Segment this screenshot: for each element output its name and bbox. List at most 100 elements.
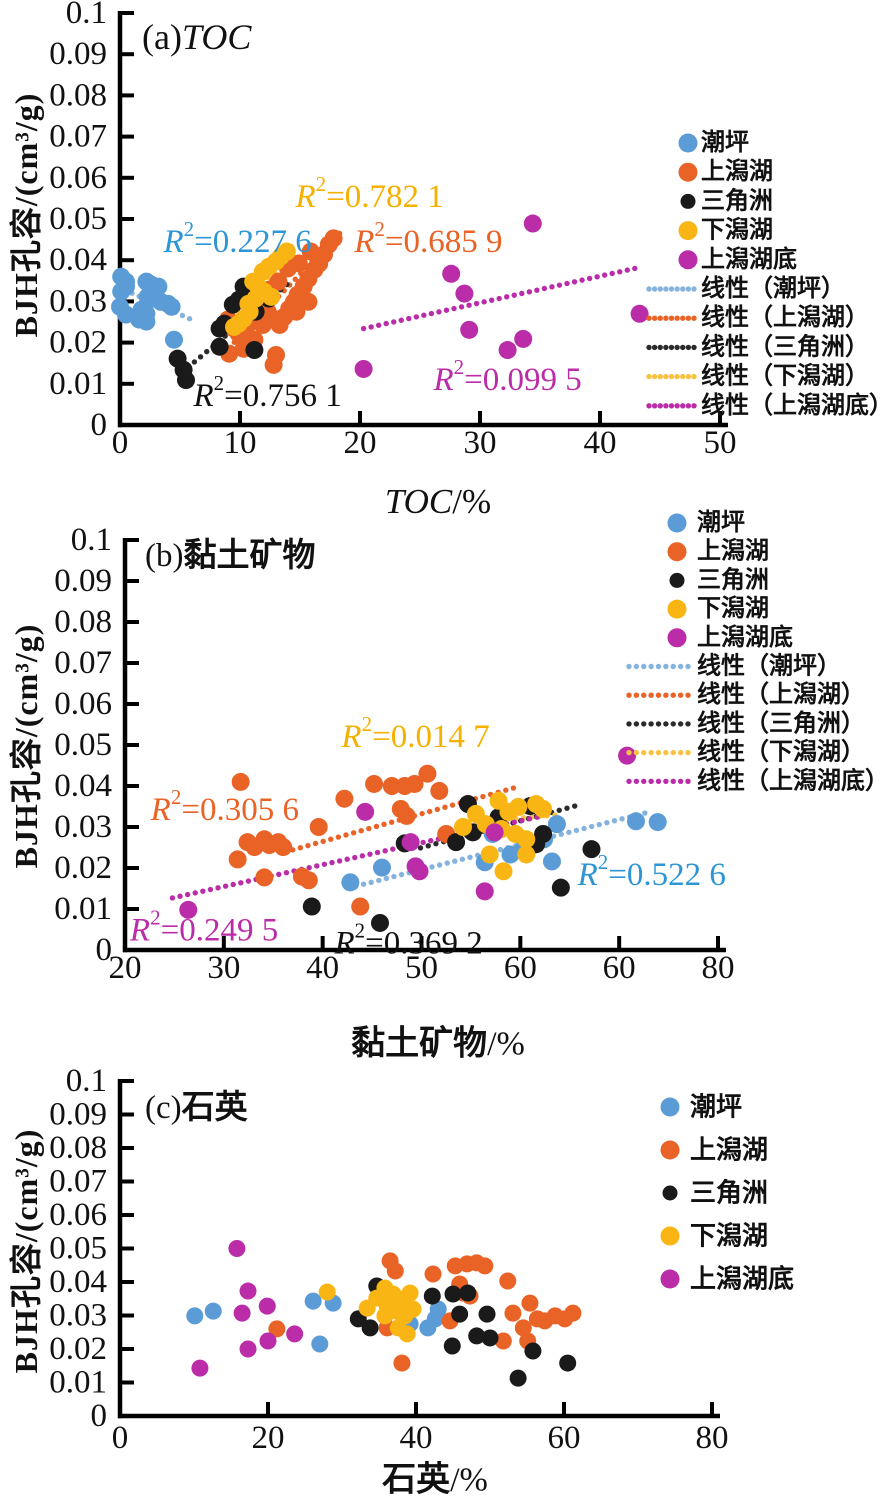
- legend-dot-icon: [662, 1185, 678, 1201]
- legend-dotted-line-icon: [663, 344, 669, 351]
- legend-dotted-line-icon: [668, 315, 675, 321]
- trend-dot: [238, 880, 244, 886]
- y-tick-label: 0.09: [49, 1097, 107, 1133]
- legend-dotted-line-icon: [633, 778, 640, 784]
- legend-dotted-line-icon: [641, 721, 647, 727]
- panel-b-tick-labels: 0 0.01 0.02 0.03 0.04 0.05 0.06 0.07 0.08 0.09 0.1…: [54, 522, 734, 986]
- panel-a-axes: [117, 11, 728, 428]
- x-tick-label: 50: [704, 425, 737, 461]
- panel-a-r2-lower-lagoon: R2=0.782 1: [294, 172, 443, 215]
- data-point: [299, 871, 318, 890]
- x-tick-label: 10: [224, 425, 257, 461]
- data-point: [179, 900, 198, 919]
- y-tick-label: 0.09: [54, 563, 112, 599]
- trend-dot: [367, 851, 373, 857]
- panel-b-legend: 潮坪上潟湖三角洲下潟湖上潟湖底线性（潮坪）线性（上潟湖）线性（三角洲）线性（下潟…: [626, 509, 889, 794]
- y-tick-label: 0.09: [49, 36, 107, 72]
- legend-item-upper-lagoon-trend: 线性（上潟湖）: [646, 304, 869, 331]
- trend-dot: [511, 292, 517, 298]
- data-point: [485, 823, 504, 842]
- trend-dot: [526, 289, 533, 295]
- legend-dotted-line-icon: [680, 344, 686, 351]
- panel-c-axes: [117, 1079, 720, 1419]
- panel-c-xaxis-label: 石英/%: [382, 1452, 488, 1496]
- legend-item-upper-lagoon: 上潟湖: [678, 158, 773, 185]
- panel-c-series-lower-lagoon: [318, 1279, 422, 1343]
- legend-dotted-line-icon: [685, 778, 691, 784]
- panel-b-title: (b)黏土矿物: [145, 528, 315, 576]
- legend-dotted-line-icon: [646, 344, 652, 351]
- data-point: [475, 882, 494, 901]
- legend-dotted-line-icon: [680, 373, 686, 380]
- data-point: [523, 214, 542, 233]
- legend-dotted-line-icon: [685, 315, 692, 321]
- data-point: [186, 1307, 204, 1325]
- trend-dot: [586, 275, 593, 282]
- trend-dot: [497, 846, 504, 853]
- legend-dot-icon: [667, 628, 687, 648]
- legend-dotted-line-icon: [655, 692, 662, 698]
- panel-c-series-upper-lagoon-bottom: [191, 1240, 304, 1377]
- data-point: [191, 1359, 209, 1377]
- trend-dot: [207, 886, 214, 893]
- data-point: [498, 341, 517, 360]
- data-point: [494, 862, 513, 881]
- legend-item-lower-lagoon: 下潟湖: [660, 1222, 768, 1251]
- trend-dot: [375, 322, 382, 328]
- data-point: [551, 878, 570, 897]
- x-tick-label: 40: [306, 950, 339, 986]
- trend-dot: [429, 864, 435, 870]
- trend-dot: [504, 294, 510, 300]
- trend-dot: [573, 827, 580, 834]
- trend-dot: [443, 307, 450, 313]
- trend-dot: [373, 823, 380, 830]
- trend-dot: [434, 806, 441, 813]
- data-point: [630, 304, 649, 323]
- data-point: [165, 330, 183, 349]
- legend-dotted-line-icon: [670, 778, 676, 784]
- data-point: [301, 242, 320, 261]
- trend-dot: [406, 315, 412, 322]
- legend-dotted-line-icon: [633, 663, 640, 670]
- data-point: [478, 1305, 496, 1323]
- y-tick-label: 0.1: [66, 0, 107, 31]
- data-point: [259, 1332, 277, 1350]
- data-point: [341, 873, 360, 892]
- data-point: [370, 913, 389, 932]
- panel-c-series-delta: [349, 1277, 577, 1387]
- trend-dot: [594, 274, 600, 280]
- data-point: [365, 774, 384, 793]
- legend-dotted-line-icon: [626, 749, 632, 756]
- legend-dot-icon: [678, 221, 698, 241]
- data-point: [564, 1304, 582, 1322]
- data-point: [382, 777, 401, 795]
- data-point: [494, 1332, 512, 1350]
- legend-dotted-line-icon: [626, 721, 632, 727]
- trend-dot: [312, 840, 319, 847]
- y-tick-label: 0.07: [54, 645, 112, 681]
- legend-dotted-line-icon: [685, 373, 692, 380]
- legend-item-upper-lagoon: 上潟湖: [660, 1136, 768, 1165]
- x-tick-label: 80: [696, 1420, 729, 1456]
- data-point: [468, 1327, 486, 1345]
- trend-dot: [374, 849, 381, 856]
- legend-dot-icon: [660, 1269, 680, 1289]
- trend-dot: [360, 881, 367, 887]
- trend-dot: [619, 816, 625, 822]
- trend-dot: [511, 819, 518, 825]
- data-point: [397, 806, 416, 825]
- trend-dot: [314, 863, 320, 869]
- trend-dot: [192, 890, 198, 896]
- legend-dotted-line-icon: [674, 373, 680, 380]
- legend-item-lower-lagoon-trend: 线性（下潟湖）: [646, 363, 869, 390]
- trend-dot: [579, 277, 585, 283]
- panel-a-title-text: TOC: [181, 17, 252, 57]
- x-tick-label: 20: [344, 425, 377, 461]
- legend-item-label: 三角洲: [701, 186, 773, 214]
- legend-dotted-line-icon: [663, 663, 669, 670]
- legend-dotted-line-icon: [674, 315, 680, 321]
- panel-b-xlabel-suffix: /%: [487, 1025, 525, 1063]
- data-point: [311, 1335, 329, 1353]
- y-tick-label: 0.06: [49, 160, 107, 196]
